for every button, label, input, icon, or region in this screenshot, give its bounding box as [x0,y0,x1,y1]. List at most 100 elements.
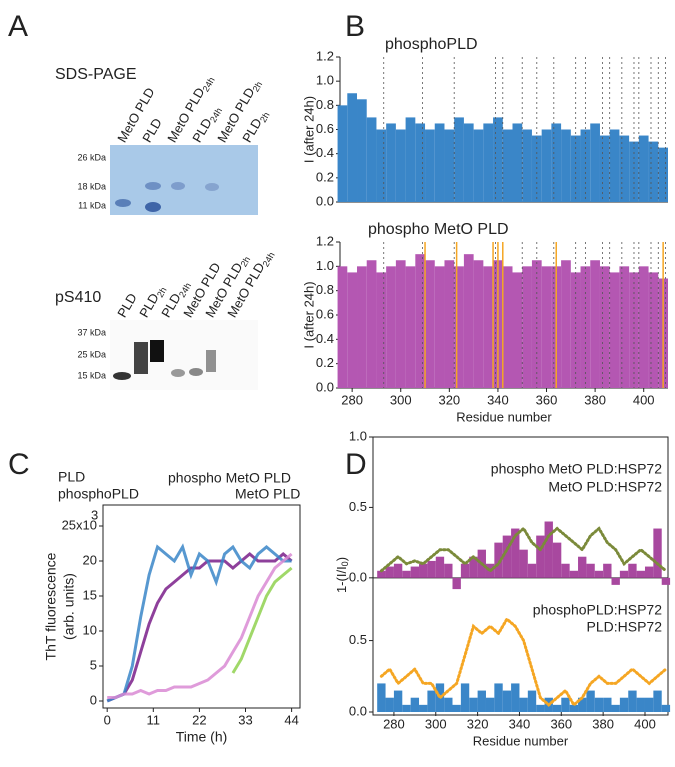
bar [347,272,358,388]
legend-label: MetO PLD [235,486,300,502]
bar [483,266,494,388]
band [205,183,219,191]
bar [658,147,668,202]
bar [494,542,503,578]
bar [569,704,579,712]
bar [405,266,416,388]
bar [519,549,528,578]
series-line [379,526,668,573]
bar [393,563,403,578]
band [145,182,161,190]
marker-label: 37 kDa [77,327,106,337]
marker-label: 18 kDa [77,181,106,191]
bar [519,697,528,712]
bar [541,266,552,388]
y-tick-label: 0.2 [316,355,334,370]
gel-western [110,320,258,390]
x-tick-label: 320 [467,716,489,731]
marker-label: 26 kDa [77,152,106,162]
bar [502,535,512,578]
y-tick-label: 0.6 [316,121,334,136]
x-tick-label: 380 [592,716,614,731]
bar [454,266,464,388]
bar [377,570,386,578]
bar [609,129,620,202]
x-tick-label: 11 [147,712,161,727]
bar [405,117,416,202]
lane-label: PLD [115,291,141,320]
x-tick-label: 400 [634,716,656,731]
bar [552,704,562,712]
bar [386,266,396,388]
legend-label: phosphoPLD:HSP72 [533,602,662,618]
bar [619,697,629,712]
lane-label: PLD [140,116,166,145]
x-tick-label: 320 [438,392,460,407]
bar [463,254,474,388]
y-tick-label: 0.5 [349,499,367,514]
x-tick-label: 33 [238,712,252,727]
bar [599,266,610,388]
bar [347,93,358,202]
bar [377,683,386,712]
bar [551,123,562,202]
x-tick-label: 0 [104,712,111,727]
band [113,372,131,380]
bar [541,129,552,202]
bar [561,260,571,388]
bar [376,272,387,388]
bar [402,570,411,578]
lane-sub: 24h [208,106,224,124]
y-axis-label: I (after 24h) [301,96,316,163]
bar [410,697,420,712]
bar [473,129,484,202]
bar [648,141,659,202]
bar [580,129,591,202]
bar [661,704,671,712]
x-tick-label: 280 [341,392,363,407]
bar [493,117,503,202]
bar [419,704,428,712]
bar [444,697,453,712]
y-tick-label: 0 [90,692,97,707]
bar [502,129,513,202]
bar [410,566,420,578]
bar [569,570,579,578]
x-tick-label: 44 [284,712,298,727]
bar [638,135,649,202]
lane-sub: 2h [258,111,272,125]
bar [629,141,639,202]
bar [452,704,461,712]
x-axis-label: Residue number [456,409,552,424]
bar [544,521,553,578]
y-exponent: 3 [91,507,98,522]
x-tick-label: 380 [584,392,606,407]
band [145,202,161,212]
x-tick-label: 300 [390,392,412,407]
band [150,340,164,362]
bar [386,123,396,202]
bar [648,272,659,388]
bar [527,690,537,712]
gel-title: SDS-PAGE [55,66,137,83]
bar [628,563,637,578]
legend-label: PLD:HSP72 [587,619,663,635]
y-tick-label: 1.2 [316,48,334,63]
bar [590,123,600,202]
bar [483,123,494,202]
bar [527,563,537,578]
y-tick-label: 0.6 [316,306,334,321]
lane-sub: 2h [251,80,265,94]
bar [357,266,367,388]
bar [415,254,426,388]
bar [644,697,654,712]
gel-title: pS410 [55,289,101,306]
lane-sub: 24h [201,76,217,94]
bar [366,260,377,388]
bar [502,266,513,388]
bar [561,697,570,712]
panel-letter: C [8,448,30,481]
lane-name: PLD [140,116,166,145]
